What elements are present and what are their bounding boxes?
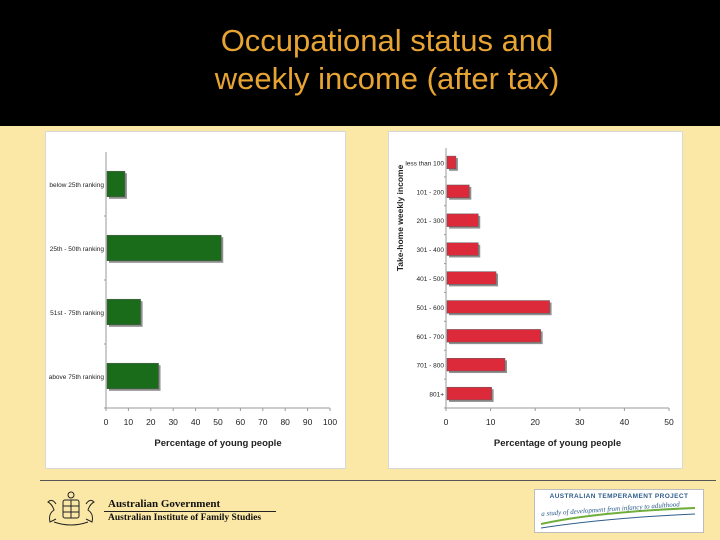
footer-divider	[40, 480, 716, 481]
slide-title-line-1: Occupational status and	[220, 23, 554, 58]
income-bar	[446, 386, 492, 401]
income-x-tick-label: 20	[530, 417, 540, 427]
income-bar	[446, 184, 470, 198]
occupation-bar	[106, 170, 126, 198]
income-x-tick-label: 50	[664, 417, 674, 427]
occupation-x-tick-label: 0	[104, 417, 109, 427]
income-bar	[446, 155, 457, 170]
occupation-x-tick-label: 40	[191, 417, 201, 427]
occupational-status-chart-svg: 0 10 20 30 40 50 60 70 80 90 100 below 25th ranking…	[49, 152, 337, 449]
occupation-category-label: 51st - 75th ranking	[50, 310, 104, 317]
income-category-label: less than 100	[405, 160, 444, 167]
income-category-label: 101 - 200	[417, 189, 445, 196]
income-bar	[446, 300, 550, 314]
gov-divider	[104, 511, 276, 512]
occupation-x-tick-label: 70	[258, 417, 268, 427]
income-x-axis-title: Percentage of young people	[494, 438, 621, 449]
income-category-label: 801+	[429, 392, 444, 399]
income-bar	[446, 242, 479, 256]
occupation-x-tick-label: 100	[323, 417, 337, 427]
occupational-status-chart: 0 10 20 30 40 50 60 70 80 90 100 below 25th ranking…	[45, 131, 346, 469]
slide-title: Occupational status and weekly income (a…	[0, 22, 720, 98]
income-bar	[446, 271, 497, 285]
occupation-x-tick-label: 20	[146, 417, 156, 427]
income-category-label: 301 - 400	[417, 247, 445, 254]
atp-swoosh-icon	[540, 507, 696, 529]
occupation-bar	[106, 298, 141, 326]
income-category-label: 601 - 700	[417, 334, 445, 341]
income-bar	[446, 358, 506, 372]
income-category-label: 501 - 600	[417, 305, 445, 312]
income-category-label: 701 - 800	[417, 363, 445, 370]
income-category-label: 201 - 300	[417, 218, 445, 225]
occupation-bar	[106, 234, 222, 262]
income-x-tick-label: 30	[575, 417, 585, 427]
title-bar	[0, 0, 720, 126]
income-bar	[446, 329, 541, 343]
occupation-bar	[106, 362, 159, 390]
occupation-x-tick-label: 80	[280, 417, 290, 427]
occupation-x-tick-label: 90	[303, 417, 313, 427]
occupation-category-label: 25th - 50th ranking	[50, 246, 105, 253]
occupation-x-tick-label: 30	[168, 417, 178, 427]
aifs-label: Australian Institute of Family Studies	[108, 513, 262, 523]
income-bar	[446, 213, 479, 227]
occupation-category-label: above 75th ranking	[49, 374, 105, 381]
income-y-axis-title: Take-home weekly income	[395, 164, 405, 271]
weekly-income-chart-svg: 0 10 20 30 40 50 less than 100 101 - 200 201 - 3…	[395, 148, 674, 449]
occupation-x-tick-label: 60	[236, 417, 246, 427]
australian-government-label: Australian Government	[108, 498, 221, 510]
atp-logo: AUSTRALIAN TEMPERAMENT PROJECT a study o…	[534, 489, 704, 533]
occupation-x-tick-label: 10	[124, 417, 134, 427]
occupation-x-axis-title: Percentage of young people	[154, 438, 281, 449]
income-x-tick-label: 10	[486, 417, 496, 427]
income-category-label: 401 - 500	[417, 276, 445, 283]
income-x-tick-label: 40	[620, 417, 630, 427]
occupation-x-tick-label: 50	[213, 417, 223, 427]
slide-title-line-2: weekly income (after tax)	[214, 61, 560, 96]
coat-of-arms-icon	[47, 491, 95, 526]
weekly-income-chart: 0 10 20 30 40 50 less than 100 101 - 200 201 - 3…	[388, 131, 683, 469]
atp-title: AUSTRALIAN TEMPERAMENT PROJECT	[549, 493, 689, 500]
income-x-tick-label: 0	[444, 417, 449, 427]
occupation-category-label: below 25th ranking	[49, 182, 104, 189]
